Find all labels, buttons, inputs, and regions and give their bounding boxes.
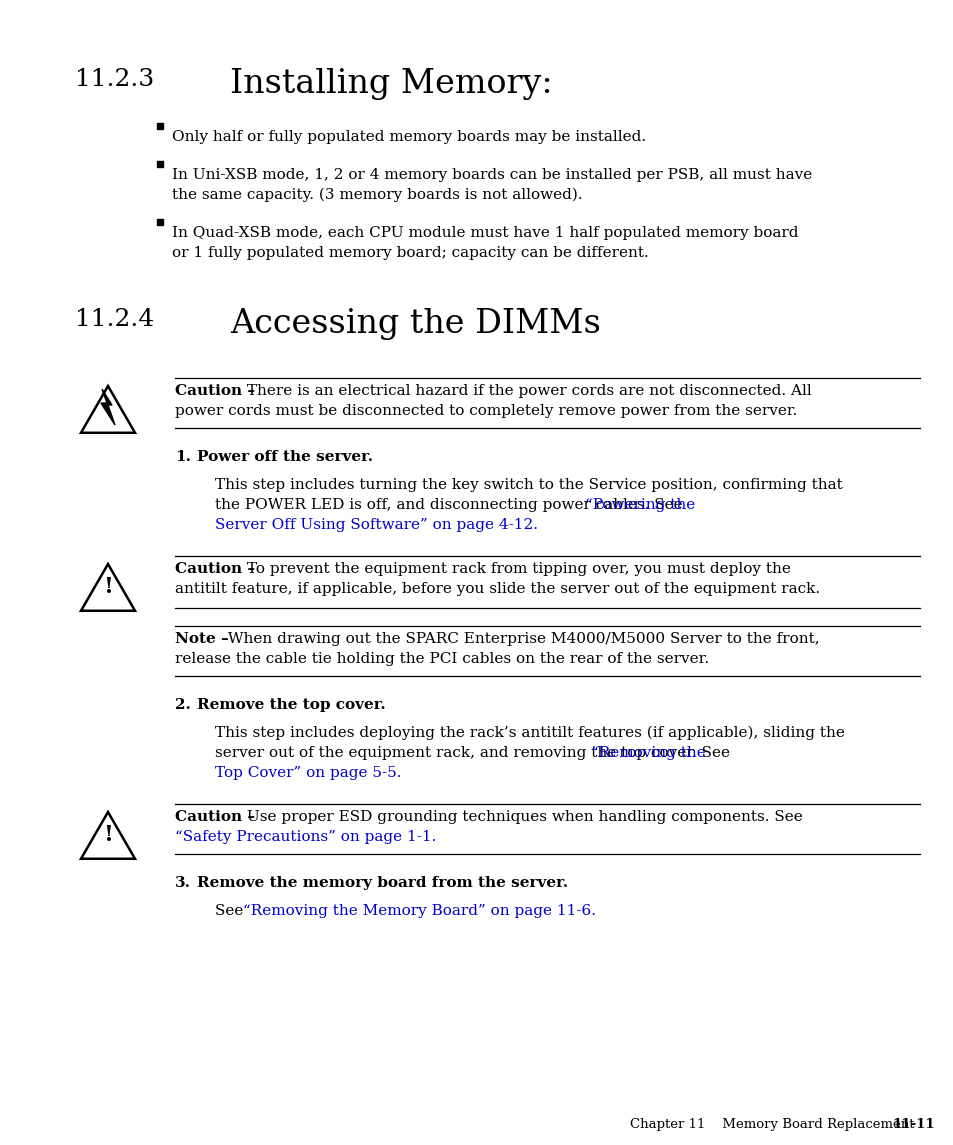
- Text: This step includes turning the key switch to the Service position, confirming th: This step includes turning the key switc…: [214, 477, 841, 492]
- Text: 11.2.4: 11.2.4: [75, 308, 154, 331]
- Text: Installing Memory:: Installing Memory:: [230, 68, 552, 100]
- Text: There is an electrical hazard if the power cords are not disconnected. All: There is an electrical hazard if the pow…: [242, 384, 811, 398]
- Text: !: !: [103, 576, 112, 599]
- Text: “Removing the Memory Board” on page 11-6.: “Removing the Memory Board” on page 11-6…: [243, 905, 596, 918]
- Text: or 1 fully populated memory board; capacity can be different.: or 1 fully populated memory board; capac…: [172, 246, 648, 260]
- Text: Caution –: Caution –: [174, 810, 254, 824]
- Text: This step includes deploying the rack’s antitilt features (if applicable), slidi: This step includes deploying the rack’s …: [214, 726, 844, 741]
- Polygon shape: [101, 389, 115, 425]
- Text: 3.: 3.: [174, 876, 191, 890]
- Text: Caution –: Caution –: [174, 384, 254, 398]
- Text: Remove the memory board from the server.: Remove the memory board from the server.: [196, 876, 568, 890]
- Text: !: !: [103, 824, 112, 846]
- Text: See: See: [214, 905, 248, 918]
- Text: When drawing out the SPARC Enterprise M4000/M5000 Server to the front,: When drawing out the SPARC Enterprise M4…: [223, 632, 819, 646]
- Text: antitilt feature, if applicable, before you slide the server out of the equipmen: antitilt feature, if applicable, before …: [174, 582, 820, 597]
- Text: server out of the equipment rack, and removing the top cover. See: server out of the equipment rack, and re…: [214, 747, 734, 760]
- Text: Accessing the DIMMs: Accessing the DIMMs: [230, 308, 600, 340]
- Text: release the cable tie holding the PCI cables on the rear of the server.: release the cable tie holding the PCI ca…: [174, 652, 708, 666]
- Text: 2.: 2.: [174, 698, 191, 712]
- Text: “Powering the: “Powering the: [584, 498, 695, 512]
- Text: 11.2.3: 11.2.3: [75, 68, 154, 90]
- Text: In Uni-XSB mode, 1, 2 or 4 memory boards can be installed per PSB, all must have: In Uni-XSB mode, 1, 2 or 4 memory boards…: [172, 168, 811, 182]
- Text: power cords must be disconnected to completely remove power from the server.: power cords must be disconnected to comp…: [174, 404, 797, 418]
- Text: To prevent the equipment rack from tipping over, you must deploy the: To prevent the equipment rack from tippi…: [242, 562, 790, 576]
- Text: Power off the server.: Power off the server.: [196, 450, 373, 464]
- Text: In Quad-XSB mode, each CPU module must have 1 half populated memory board: In Quad-XSB mode, each CPU module must h…: [172, 226, 798, 240]
- Text: Use proper ESD grounding techniques when handling components. See: Use proper ESD grounding techniques when…: [242, 810, 801, 824]
- Text: 11-11: 11-11: [891, 1118, 934, 1131]
- Text: the POWER LED is off, and disconnecting power cables. See: the POWER LED is off, and disconnecting …: [214, 498, 687, 512]
- Text: Only half or fully populated memory boards may be installed.: Only half or fully populated memory boar…: [172, 131, 645, 144]
- Text: Caution –: Caution –: [174, 562, 254, 576]
- Text: “Safety Precautions” on page 1-1.: “Safety Precautions” on page 1-1.: [174, 830, 436, 844]
- Text: Note –: Note –: [174, 632, 229, 646]
- Text: 1.: 1.: [174, 450, 191, 464]
- Text: the same capacity. (3 memory boards is not allowed).: the same capacity. (3 memory boards is n…: [172, 188, 582, 203]
- Text: Server Off Using Software” on page 4-12.: Server Off Using Software” on page 4-12.: [214, 518, 537, 532]
- Text: Remove the top cover.: Remove the top cover.: [196, 698, 385, 712]
- Text: Chapter 11    Memory Board Replacement: Chapter 11 Memory Board Replacement: [629, 1118, 914, 1131]
- Text: “Removing the: “Removing the: [590, 747, 705, 760]
- Text: Top Cover” on page 5-5.: Top Cover” on page 5-5.: [214, 766, 401, 780]
